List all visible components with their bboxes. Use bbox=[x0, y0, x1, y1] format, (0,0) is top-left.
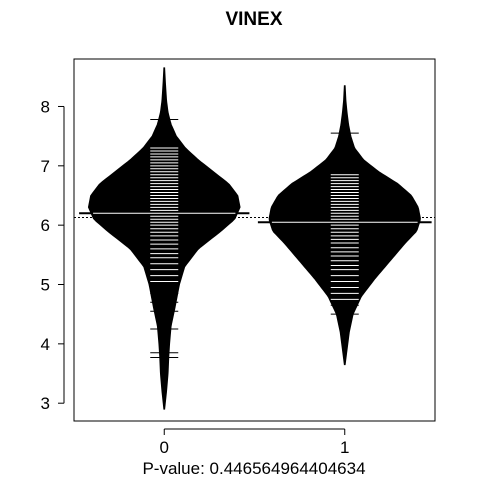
y-tick-label: 3 bbox=[41, 394, 50, 413]
beans-layer bbox=[79, 67, 432, 410]
y-tick-label: 4 bbox=[41, 335, 50, 354]
x-tick-label: 0 bbox=[160, 438, 169, 457]
y-tick-label: 6 bbox=[41, 216, 50, 235]
plot-frame bbox=[73, 58, 436, 422]
chart-title: VINEX bbox=[225, 9, 282, 30]
bean-1 bbox=[257, 85, 432, 366]
x-axis-label: P-value: 0.446564964404634 bbox=[142, 459, 365, 478]
bean-0 bbox=[79, 67, 250, 410]
y-axis: 3 4 5 6 7 8 bbox=[41, 97, 65, 413]
y-tick-label: 8 bbox=[41, 97, 50, 116]
y-tick-label: 7 bbox=[41, 157, 50, 176]
bean-shape-0 bbox=[87, 67, 241, 410]
x-tick-label: 1 bbox=[340, 438, 349, 457]
y-tick-label: 5 bbox=[41, 276, 50, 295]
